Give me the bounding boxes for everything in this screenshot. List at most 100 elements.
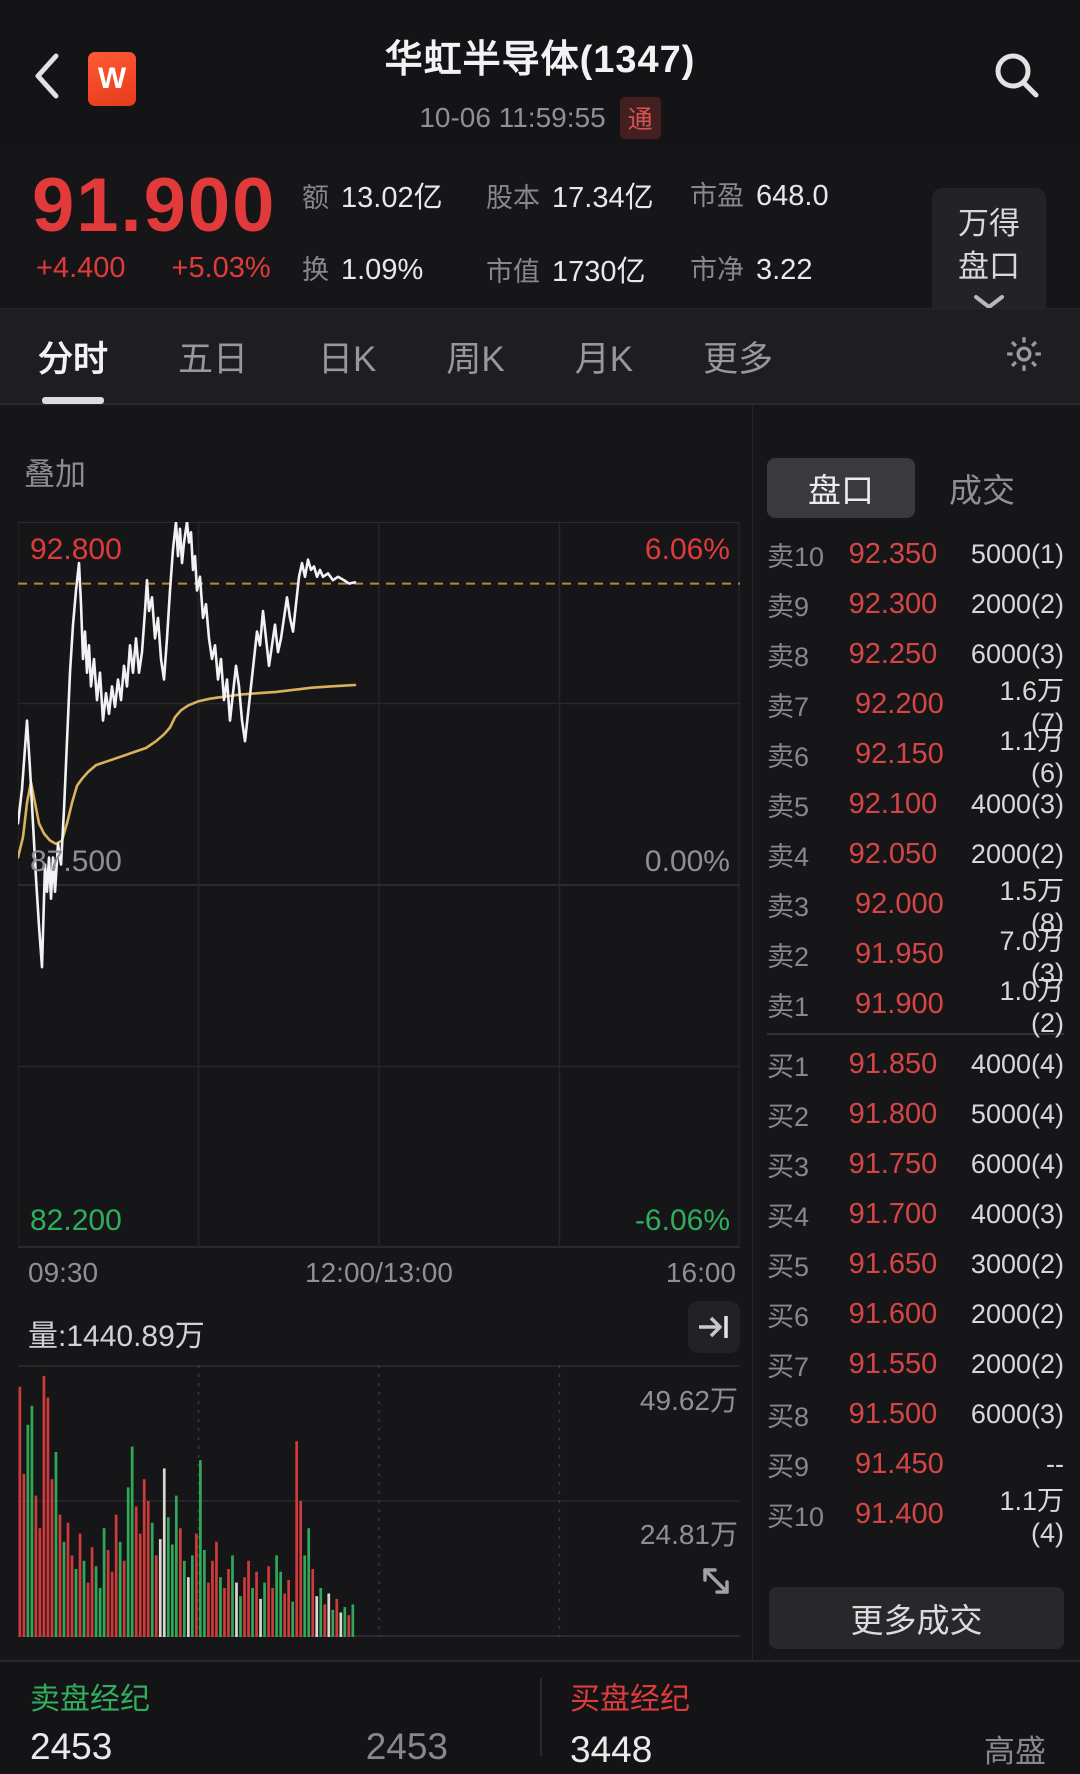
- axis-min-pct: -6.06%: [634, 1204, 730, 1237]
- level-label: 买4: [767, 1201, 810, 1232]
- level-volume: 1.6万(7): [999, 676, 1064, 738]
- order-book-row[interactable]: 卖6 92.150 1.1万(6): [767, 726, 1064, 788]
- level-price: 92.350: [848, 537, 938, 570]
- stat-市净: 市净 3.22: [690, 248, 840, 290]
- level-volume: 1.1万(6): [999, 726, 1064, 788]
- level-price: 92.150: [855, 737, 944, 770]
- axis-mid-pct: 0.00%: [644, 845, 730, 878]
- price-change-pct: +5.03%: [171, 252, 271, 284]
- tab-分时[interactable]: 分时: [34, 311, 112, 402]
- order-book-row[interactable]: 卖9 92.300 2000(2): [767, 579, 1064, 629]
- axis-max-pct: 6.06%: [644, 533, 730, 566]
- order-book-row[interactable]: 卖3 92.000 1.5万(8): [767, 876, 1064, 938]
- level-price: 91.900: [855, 987, 944, 1020]
- stat-value: 17.34亿: [552, 182, 654, 214]
- level-price: 92.100: [848, 787, 938, 820]
- order-book-row[interactable]: 买6 91.600 2000(2): [767, 1289, 1064, 1339]
- order-book-row[interactable]: 卖5 92.100 4000(3): [767, 779, 1064, 829]
- level-price: 92.250: [848, 637, 938, 670]
- order-book-row[interactable]: 卖4 92.050 2000(2): [767, 829, 1064, 879]
- level-label: 卖1: [767, 991, 810, 1022]
- seek-to-end-icon[interactable]: [688, 1301, 740, 1353]
- volume-chart[interactable]: [18, 1365, 740, 1637]
- level-volume: 3000(2): [970, 1248, 1064, 1279]
- order-book-row[interactable]: 卖1 91.900 1.0万(2): [767, 976, 1064, 1038]
- price-chart[interactable]: [18, 522, 740, 1248]
- chevron-down-icon: [974, 294, 1004, 309]
- order-book-row[interactable]: 买5 91.650 3000(2): [767, 1239, 1064, 1289]
- period-tabs: 分时 五日 日K 周K 月K 更多: [0, 308, 1080, 405]
- order-book-row[interactable]: 卖2 91.950 7.0万(3): [767, 926, 1064, 988]
- stat-value: 1.09%: [341, 254, 424, 286]
- axis-mid-price: 87.500: [30, 845, 122, 878]
- buy-broker-panel[interactable]: 买盘经纪 3448 高盛: [540, 1662, 1080, 1774]
- tab-更多[interactable]: 更多: [703, 339, 774, 379]
- tab-五日[interactable]: 五日: [178, 339, 249, 379]
- tab-周K[interactable]: 周K: [446, 339, 505, 379]
- level-price: 91.500: [848, 1397, 938, 1430]
- level-volume: 2000(2): [970, 1298, 1064, 1329]
- level-label: 卖7: [767, 691, 810, 722]
- axis-min-price: 82.200: [30, 1204, 122, 1237]
- level-volume: 2000(2): [970, 588, 1064, 619]
- broker-panel-divider: [540, 1678, 542, 1756]
- level-label: 卖4: [767, 841, 810, 872]
- level-volume: 7.0万(3): [999, 926, 1064, 988]
- order-book-row[interactable]: 买9 91.450 --: [767, 1439, 1064, 1489]
- order-book-rows: 卖10 92.350 5000(1) 卖9 92.300 2000(2) 卖8 92.250 6…: [767, 529, 1064, 1548]
- stat-label: 额: [302, 183, 329, 213]
- level-volume: 4000(3): [970, 1198, 1064, 1229]
- wind-logo: W: [88, 52, 136, 106]
- level-label: 买1: [767, 1051, 810, 1082]
- order-book-row[interactable]: 买3 91.750 6000(4): [767, 1139, 1064, 1189]
- order-book-row[interactable]: 买10 91.400 1.1万(4): [767, 1486, 1064, 1548]
- level-price: 92.200: [855, 687, 944, 720]
- level-label: 卖9: [767, 591, 810, 622]
- stat-label: 市盈: [690, 181, 744, 211]
- wind-order-panel-button[interactable]: 万得 盘口: [932, 188, 1046, 328]
- stat-市盈: 市盈 648.0: [690, 174, 840, 216]
- level-volume: 6000(4): [970, 1148, 1064, 1179]
- order-book-row[interactable]: 买1 91.850 4000(4): [767, 1039, 1064, 1089]
- tab-order-book[interactable]: 盘口: [767, 458, 915, 518]
- chart-settings-gear-icon[interactable]: [1002, 332, 1046, 381]
- stat-市值: 市值 1730亿: [486, 248, 674, 290]
- tab-月K[interactable]: 月K: [574, 339, 634, 379]
- level-price: 92.000: [855, 887, 944, 920]
- hk-connect-badge: 通: [619, 97, 661, 139]
- level-label: 买7: [767, 1351, 810, 1382]
- level-price: 91.700: [848, 1197, 938, 1230]
- level-price: 91.850: [848, 1047, 938, 1080]
- level-label: 卖2: [767, 941, 810, 972]
- volume-header: 量:1440.89万: [0, 1301, 752, 1359]
- level-label: 买3: [767, 1151, 810, 1182]
- level-price: 91.650: [848, 1247, 938, 1280]
- level-volume: 1.1万(4): [999, 1486, 1064, 1548]
- level-price: 91.750: [848, 1147, 938, 1180]
- quote-section: 91.900 +4.400 +5.03% 额 13.02亿 股本 17.34亿 市盈 64…: [0, 150, 1080, 328]
- order-book-row[interactable]: 买7 91.550 2000(2): [767, 1339, 1064, 1389]
- level-price: 91.950: [855, 937, 944, 970]
- level-price: 92.050: [848, 837, 938, 870]
- overlay-button[interactable]: 叠加: [24, 457, 86, 492]
- sell-broker-panel[interactable]: 卖盘经纪 2453 2453: [0, 1662, 540, 1774]
- order-book-row[interactable]: 卖8 92.250 6000(3): [767, 629, 1064, 679]
- order-book-row[interactable]: 买2 91.800 5000(4): [767, 1089, 1064, 1139]
- level-price: 91.800: [848, 1097, 938, 1130]
- ask-bid-divider: [767, 1033, 1064, 1035]
- back-button[interactable]: [26, 48, 70, 104]
- order-book-row[interactable]: 卖10 92.350 5000(1): [767, 529, 1064, 579]
- more-trades-button[interactable]: 更多成交: [769, 1587, 1064, 1649]
- expand-chart-icon[interactable]: [692, 1557, 740, 1605]
- tab-trades[interactable]: 成交: [949, 472, 1015, 509]
- time-label-noon: 12:00/13:00: [305, 1257, 453, 1288]
- level-label: 卖10: [767, 541, 825, 572]
- intraday-chart-panel: 叠加 92.800 6.06% 87.500 0.00% 82.200 -6.0…: [0, 405, 752, 1660]
- tab-日K[interactable]: 日K: [318, 339, 377, 379]
- order-book-row[interactable]: 买4 91.700 4000(3): [767, 1189, 1064, 1239]
- search-icon[interactable]: [986, 46, 1048, 108]
- stat-value: 3.22: [756, 254, 813, 286]
- order-book-row[interactable]: 买8 91.500 6000(3): [767, 1389, 1064, 1439]
- order-book-row[interactable]: 卖7 92.200 1.6万(7): [767, 676, 1064, 738]
